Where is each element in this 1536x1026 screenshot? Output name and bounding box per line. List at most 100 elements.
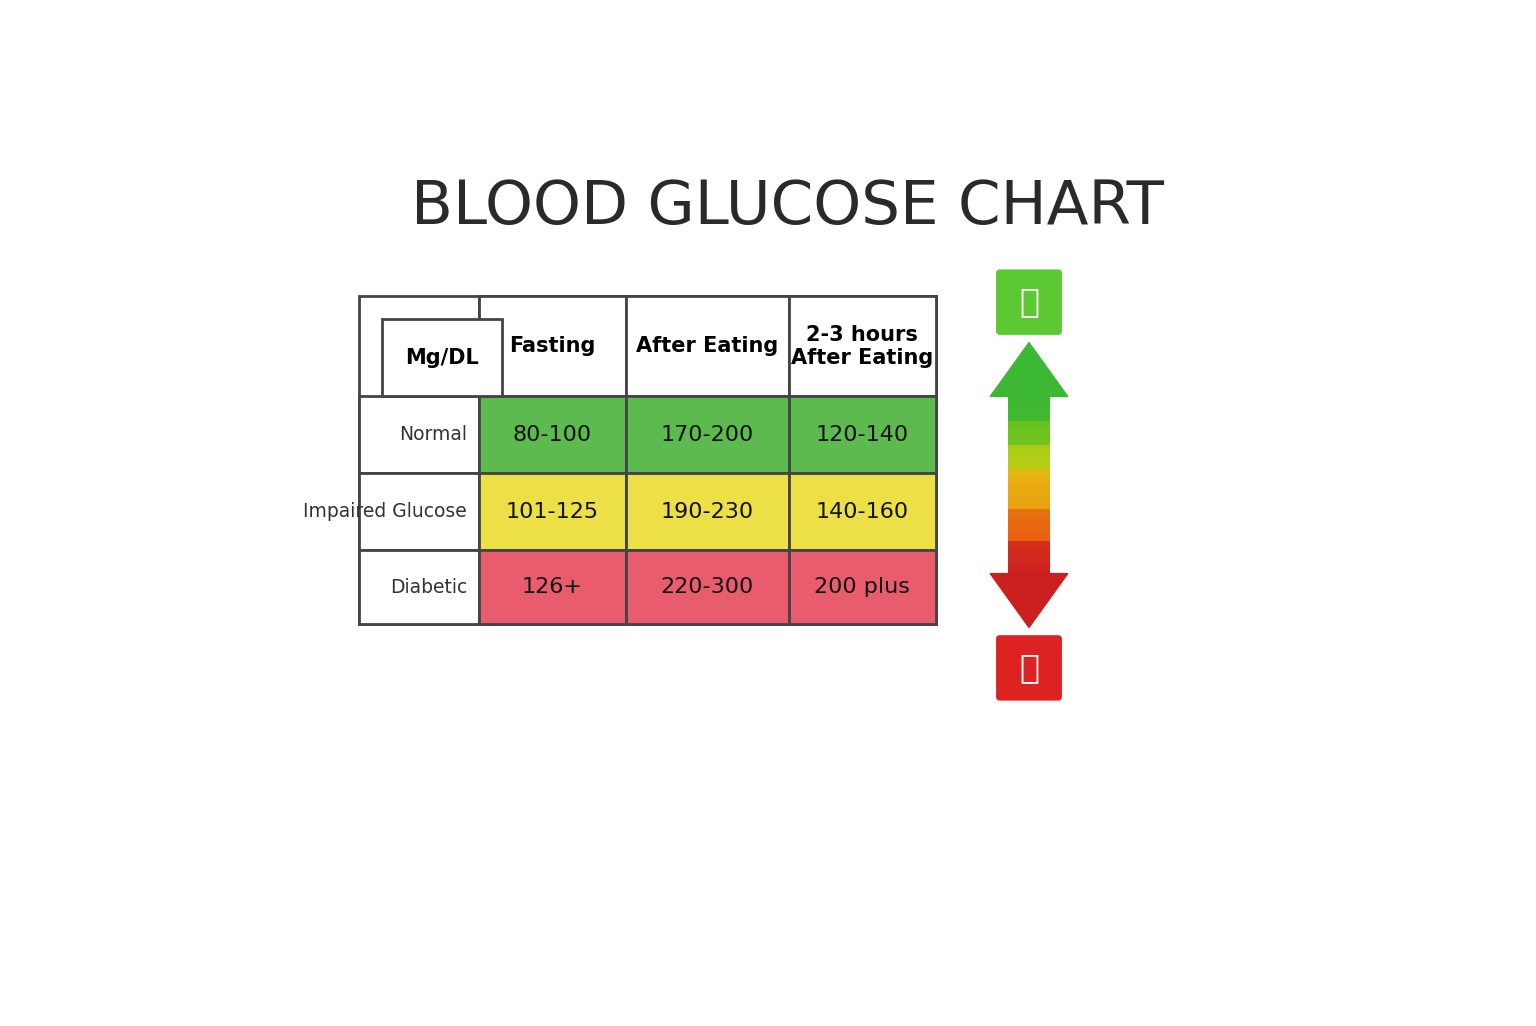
Text: Normal: Normal	[399, 426, 467, 444]
Bar	[1008, 506, 1051, 509]
Bar	[1008, 500, 1051, 503]
Bar	[1008, 473, 1051, 476]
Bar	[358, 551, 479, 624]
Bar	[1008, 428, 1051, 430]
Bar	[1008, 399, 1051, 401]
Bar	[1008, 561, 1051, 564]
Bar	[1008, 488, 1051, 490]
Text: Diabetic: Diabetic	[390, 578, 467, 596]
Text: Fasting: Fasting	[510, 337, 596, 356]
Bar	[1008, 557, 1051, 561]
Bar	[1008, 410, 1051, 413]
Bar	[1008, 442, 1051, 444]
Bar	[1008, 567, 1051, 570]
Bar	[1008, 444, 1051, 447]
Bar	[1008, 406, 1051, 408]
Bar	[1008, 447, 1051, 449]
Bar	[358, 396, 479, 473]
Text: 👍: 👍	[1018, 285, 1038, 319]
Text: 170-200: 170-200	[660, 425, 754, 445]
Bar	[1008, 437, 1051, 440]
Bar	[1008, 469, 1051, 471]
Bar	[479, 473, 627, 551]
Text: 80-100: 80-100	[513, 425, 591, 445]
Bar	[1008, 430, 1051, 433]
Bar	[1008, 476, 1051, 478]
Bar	[358, 473, 479, 551]
Text: 220-300: 220-300	[660, 577, 754, 597]
Bar	[1008, 490, 1051, 494]
Bar	[1008, 459, 1051, 462]
Text: Impaired Glucose: Impaired Glucose	[304, 503, 467, 521]
Bar	[1008, 542, 1051, 545]
Text: 190-230: 190-230	[660, 502, 754, 522]
Bar	[1008, 477, 1051, 480]
Bar	[1008, 485, 1051, 488]
Bar	[1008, 396, 1051, 399]
Bar	[479, 297, 627, 396]
Bar	[1008, 519, 1051, 522]
Bar	[1008, 497, 1051, 500]
Text: 200 plus: 200 plus	[814, 577, 911, 597]
Polygon shape	[991, 574, 1068, 628]
Polygon shape	[991, 343, 1068, 396]
Bar	[1008, 462, 1051, 464]
Bar	[1008, 516, 1051, 519]
Bar	[1008, 471, 1051, 473]
Bar	[1008, 539, 1051, 542]
Bar	[1008, 525, 1051, 528]
Bar	[1008, 536, 1051, 539]
Bar	[790, 297, 935, 396]
Bar	[1008, 545, 1051, 548]
Text: Mg/DL: Mg/DL	[406, 348, 479, 368]
Bar	[627, 396, 790, 473]
Bar	[1008, 522, 1051, 525]
Bar	[1008, 478, 1051, 481]
Text: 2-3 hours
After Eating: 2-3 hours After Eating	[791, 325, 934, 368]
Bar	[1008, 551, 1051, 554]
Bar	[1008, 455, 1051, 457]
Bar	[1008, 464, 1051, 466]
Text: 140-160: 140-160	[816, 502, 909, 522]
Bar	[1008, 531, 1051, 536]
Text: BLOOD GLUCOSE CHART: BLOOD GLUCOSE CHART	[410, 179, 1164, 237]
Bar	[479, 297, 935, 396]
Bar	[1008, 426, 1051, 428]
Bar	[1008, 548, 1051, 551]
Bar	[1008, 490, 1051, 492]
Bar	[1008, 554, 1051, 557]
Bar	[1008, 451, 1051, 455]
Bar	[790, 396, 935, 473]
Bar	[1008, 513, 1051, 516]
Bar	[1008, 416, 1051, 419]
Bar	[1008, 423, 1051, 426]
Bar	[479, 551, 627, 624]
Bar	[1008, 408, 1051, 410]
Bar	[627, 297, 790, 396]
Bar	[1008, 481, 1051, 483]
Bar	[358, 297, 935, 624]
Bar	[790, 551, 935, 624]
Bar	[1008, 480, 1051, 483]
Bar	[1008, 433, 1051, 435]
Bar	[1008, 509, 1051, 513]
Bar	[1008, 564, 1051, 567]
Bar	[1008, 457, 1051, 459]
Bar	[1008, 487, 1051, 490]
Bar	[627, 473, 790, 551]
Bar	[1008, 483, 1051, 485]
Bar	[790, 473, 935, 551]
Bar	[1008, 419, 1051, 421]
Text: 👎: 👎	[1018, 652, 1038, 684]
Bar	[479, 396, 627, 473]
Bar	[1008, 449, 1051, 451]
FancyBboxPatch shape	[995, 635, 1061, 701]
Bar	[627, 551, 790, 624]
Bar	[1008, 528, 1051, 531]
Text: 101-125: 101-125	[505, 502, 599, 522]
Bar	[1008, 413, 1051, 416]
Bar	[1008, 435, 1051, 437]
Bar	[1008, 440, 1051, 442]
Bar	[1008, 466, 1051, 469]
Bar	[382, 319, 502, 396]
